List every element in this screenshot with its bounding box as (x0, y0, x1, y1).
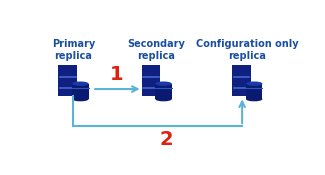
Text: 2: 2 (160, 130, 173, 149)
Text: Secondary
replica: Secondary replica (127, 39, 186, 61)
Ellipse shape (72, 82, 89, 86)
FancyBboxPatch shape (246, 84, 262, 99)
FancyBboxPatch shape (58, 65, 77, 96)
FancyBboxPatch shape (72, 84, 89, 99)
Text: Primary
replica: Primary replica (52, 39, 95, 61)
Ellipse shape (246, 82, 262, 86)
Ellipse shape (155, 97, 172, 101)
FancyBboxPatch shape (141, 65, 161, 96)
Ellipse shape (155, 82, 172, 86)
Ellipse shape (72, 97, 89, 101)
FancyBboxPatch shape (155, 84, 172, 99)
Text: Configuration only
replica: Configuration only replica (196, 39, 298, 61)
Text: 1: 1 (110, 65, 123, 84)
FancyBboxPatch shape (232, 65, 251, 96)
Ellipse shape (246, 97, 262, 101)
